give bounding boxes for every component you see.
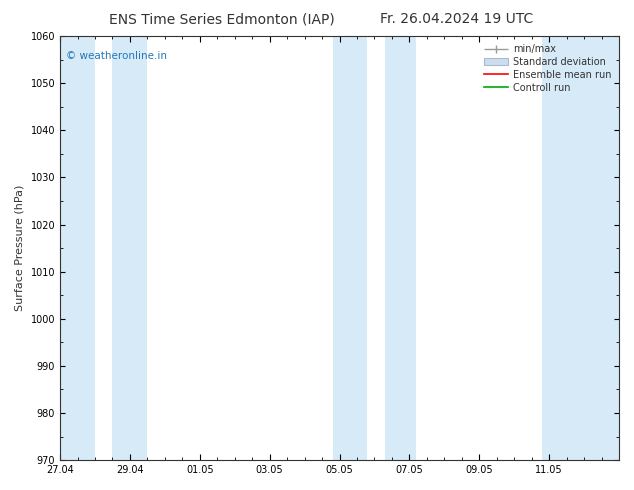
Text: ENS Time Series Edmonton (IAP): ENS Time Series Edmonton (IAP) xyxy=(109,12,335,26)
Legend: min/max, Standard deviation, Ensemble mean run, Controll run: min/max, Standard deviation, Ensemble me… xyxy=(481,41,614,96)
Text: © weatheronline.in: © weatheronline.in xyxy=(66,51,167,61)
Bar xyxy=(385,36,417,460)
Text: Fr. 26.04.2024 19 UTC: Fr. 26.04.2024 19 UTC xyxy=(380,12,533,26)
Bar xyxy=(112,36,147,460)
Bar xyxy=(542,36,619,460)
Bar xyxy=(60,36,95,460)
Bar xyxy=(333,36,368,460)
Y-axis label: Surface Pressure (hPa): Surface Pressure (hPa) xyxy=(15,185,25,311)
